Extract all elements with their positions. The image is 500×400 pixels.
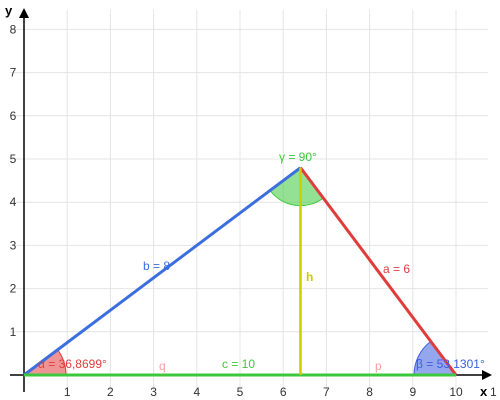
y-tick-label: 4 (10, 195, 17, 209)
x-axis-extra-label: 1 (490, 385, 497, 399)
height-label: h (306, 270, 313, 284)
y-axis-label: y (5, 3, 13, 18)
side-b-label: b = 8 (143, 259, 170, 273)
x-tick-label: 4 (193, 385, 200, 399)
side-a-line (299, 166, 458, 376)
side-a-label: a = 6 (383, 262, 410, 276)
segment-p-label: p (375, 359, 382, 373)
x-tick-label: 7 (323, 385, 330, 399)
side-c-label: c = 10 (222, 357, 255, 371)
side-b-line (23, 166, 302, 377)
segment-q-label: q (159, 359, 166, 373)
x-tick-label: 5 (237, 385, 244, 399)
x-tick-label: 1 (64, 385, 71, 399)
y-tick-label: 6 (10, 109, 17, 123)
x-tick-label: 2 (107, 385, 114, 399)
x-tick-label: 10 (449, 385, 463, 399)
x-axis-arrow (482, 370, 492, 380)
y-tick-label: 1 (10, 325, 17, 339)
angle-alpha-label: α = 36,8699° (38, 357, 107, 371)
angle-beta-label: β = 53,1301° (416, 357, 485, 371)
y-tick-label: 3 (10, 238, 17, 252)
x-tick-label: 8 (366, 385, 373, 399)
y-tick-label: 2 (10, 282, 17, 296)
y-tick-label: 5 (10, 152, 17, 166)
x-tick-label: 9 (409, 385, 416, 399)
angle-gamma-label: γ = 90° (279, 150, 317, 164)
grid (10, 10, 488, 392)
y-axis-arrow (19, 8, 29, 18)
tick-labels: 1 2 3 4 5 6 7 8 9 10 1 2 3 4 5 6 7 8 (10, 22, 463, 399)
y-tick-label: 7 (10, 66, 17, 80)
x-tick-label: 6 (280, 385, 287, 399)
x-axis-label: x (480, 384, 488, 399)
x-tick-label: 3 (150, 385, 157, 399)
angle-gamma-sector (269, 166, 324, 207)
y-tick-label: 8 (10, 22, 17, 36)
